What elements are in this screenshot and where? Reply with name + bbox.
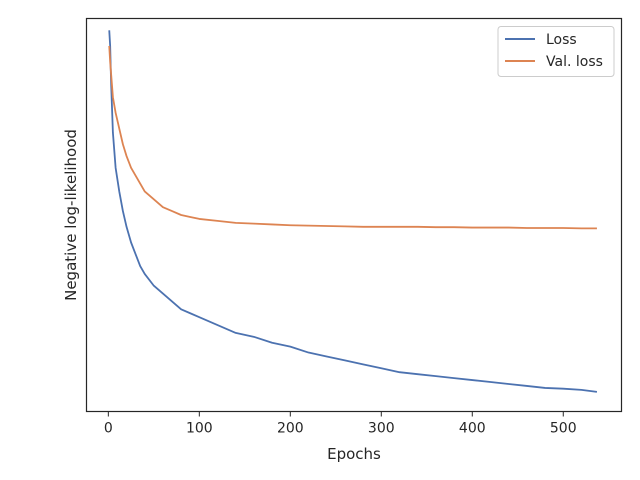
x-axis-ticks: 0 100 200 300 400 500	[104, 411, 577, 437]
x-tick-label: 100	[186, 421, 213, 437]
legend-label-val-loss: Val. loss	[546, 54, 603, 70]
y-axis-label: Negative log-likelihood	[62, 129, 80, 301]
x-tick-label: 200	[277, 421, 304, 437]
series-layer	[108, 30, 598, 393]
legend: Loss Val. loss	[497, 26, 615, 77]
x-tick-label: 500	[550, 421, 577, 437]
loss-series-line	[108, 30, 598, 393]
x-tick-label: 400	[459, 421, 486, 437]
x-tick-label: 0	[104, 421, 113, 437]
x-tick-label: 300	[368, 421, 395, 437]
legend-label-loss: Loss	[546, 32, 577, 48]
plot-frame	[85, 17, 623, 413]
x-axis-label: Epochs	[327, 445, 381, 463]
val-loss-series-line	[108, 45, 597, 230]
